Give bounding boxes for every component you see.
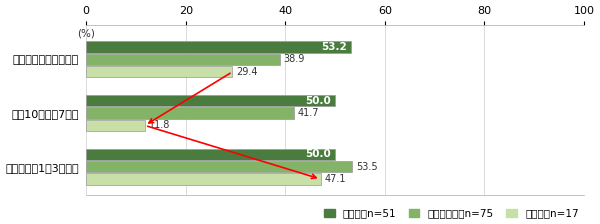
Text: 29.4: 29.4 [236, 67, 258, 77]
Bar [86, 66, 232, 78]
Text: 38.9: 38.9 [284, 54, 305, 65]
Text: 53.2: 53.2 [321, 42, 347, 52]
Text: 53.5: 53.5 [356, 162, 378, 172]
Bar [86, 41, 351, 53]
Bar [86, 161, 352, 172]
Legend: ロバストn=51, プレフレイルn=75, フレイルn=17: ロバストn=51, プレフレイルn=75, フレイルn=17 [324, 208, 579, 218]
Bar [86, 54, 280, 65]
Text: 47.1: 47.1 [325, 174, 346, 184]
Text: 50.0: 50.0 [305, 149, 331, 159]
Text: (%): (%) [77, 28, 95, 38]
Bar [86, 95, 335, 106]
Text: 50.0: 50.0 [305, 96, 331, 106]
Bar [86, 108, 294, 119]
Bar [86, 173, 320, 185]
Bar [86, 120, 145, 131]
Text: 11.8: 11.8 [149, 121, 170, 130]
Text: 41.7: 41.7 [298, 108, 319, 118]
Bar [86, 149, 335, 160]
